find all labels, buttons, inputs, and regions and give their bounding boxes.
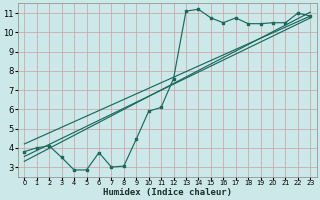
Point [196,8,201,11]
Point [72,168,77,172]
Point [283,21,288,24]
Point [158,106,164,109]
Point [245,22,251,25]
Point [34,146,39,149]
Point [59,156,64,159]
Point [270,21,276,24]
Point [208,16,213,20]
Point [221,21,226,24]
X-axis label: Humidex (Indice chaleur): Humidex (Indice chaleur) [103,188,232,197]
Point [146,110,151,113]
Point [233,16,238,20]
Point [96,151,101,154]
Point [47,144,52,147]
Point [109,165,114,169]
Point [121,164,126,168]
Point [183,10,188,13]
Point [22,150,27,153]
Point [171,77,176,80]
Point [308,14,313,18]
Point [134,138,139,141]
Point [295,11,300,15]
Point [84,168,89,172]
Point [258,22,263,25]
